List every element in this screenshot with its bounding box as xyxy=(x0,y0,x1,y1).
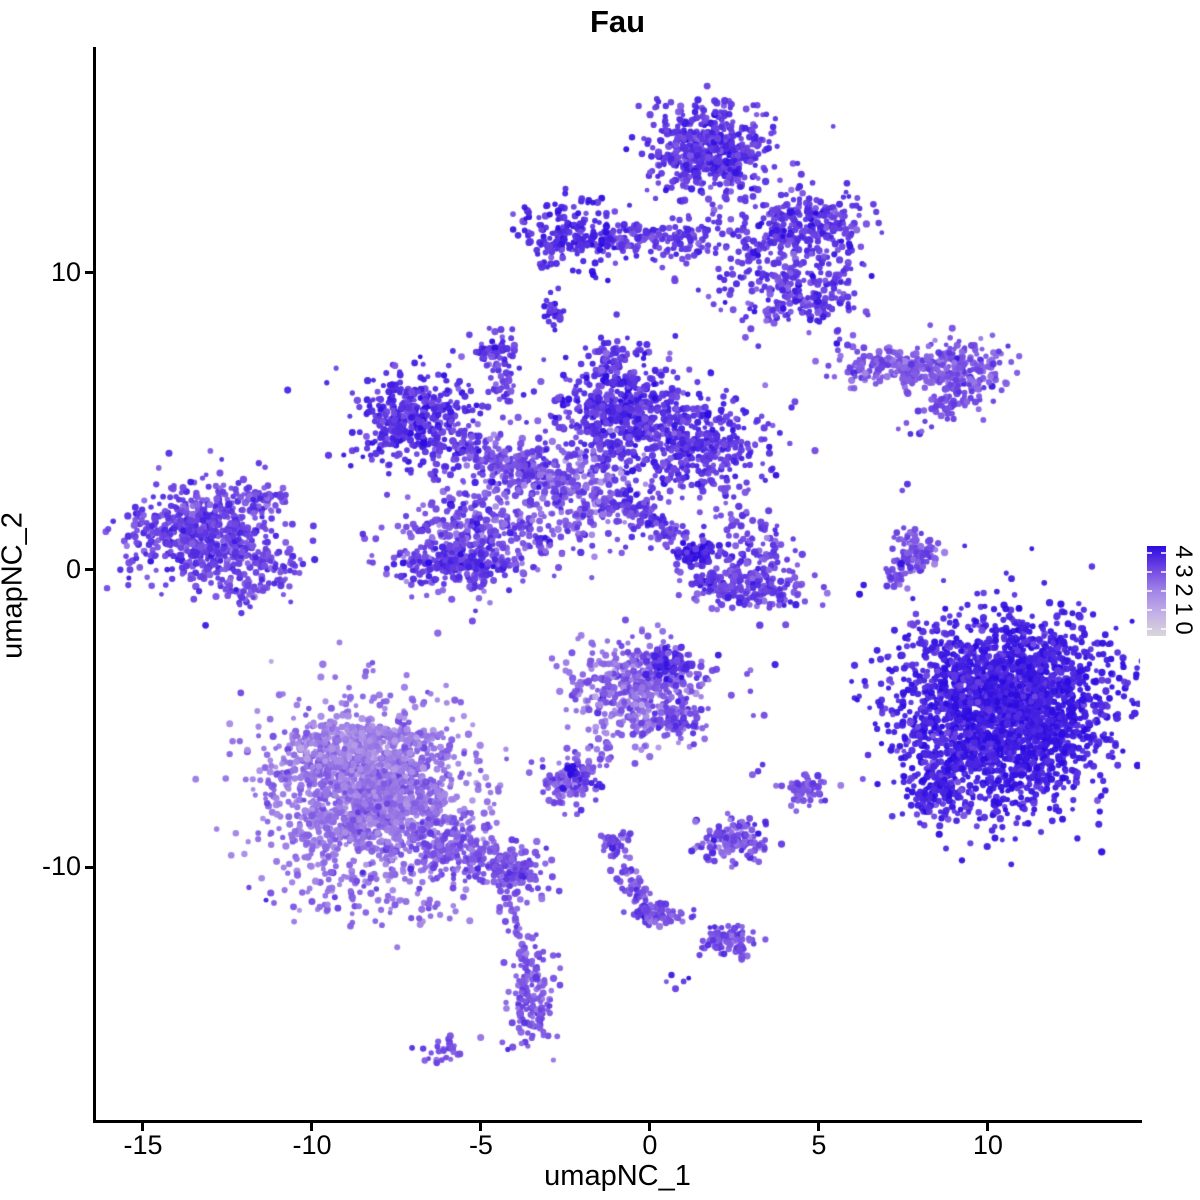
colorbar-tick-notch xyxy=(1161,590,1166,592)
colorbar-tick-notch xyxy=(1147,590,1152,592)
colorbar-tick-notch xyxy=(1161,628,1166,630)
y-tick-label: 0 xyxy=(65,553,81,584)
colorbar-gradient xyxy=(1147,546,1166,636)
x-tick-mark xyxy=(986,1123,990,1131)
x-tick-mark xyxy=(310,1123,314,1131)
x-tick-mark xyxy=(479,1123,483,1131)
plot-title: Fau xyxy=(589,4,646,39)
colorbar-tick-notch xyxy=(1147,609,1152,611)
x-tick-label: 0 xyxy=(642,1130,658,1160)
colorbar-tick-notch xyxy=(1147,571,1152,573)
colorbar-tick-notch xyxy=(1161,571,1166,573)
colorbar-tick-notch xyxy=(1161,552,1166,554)
colorbar-tick-label: 0 xyxy=(1170,621,1197,635)
colorbar-tick-notch xyxy=(1161,609,1166,611)
x-tick-label: -10 xyxy=(292,1130,332,1160)
colorbar-tick-notch xyxy=(1147,552,1152,554)
x-tick-label: 10 xyxy=(972,1130,1003,1160)
y-tick-label: -10 xyxy=(41,851,81,882)
x-tick-mark xyxy=(648,1123,652,1131)
x-axis-line xyxy=(93,1120,1142,1123)
x-tick-mark xyxy=(141,1123,145,1131)
x-tick-label: -5 xyxy=(468,1130,493,1160)
x-tick-label: 5 xyxy=(811,1130,827,1160)
y-tick-mark xyxy=(85,271,93,275)
x-axis-title: umapNC_1 xyxy=(544,1160,691,1192)
y-tick-label: 10 xyxy=(50,256,81,287)
x-tick-mark xyxy=(817,1123,821,1131)
y-axis-title: umapNC_2 xyxy=(0,512,29,659)
y-axis-line xyxy=(93,47,96,1123)
y-tick-mark xyxy=(85,568,93,572)
y-tick-mark xyxy=(85,865,93,869)
colorbar-tick-notch xyxy=(1147,628,1152,630)
x-tick-label: -15 xyxy=(123,1130,163,1160)
